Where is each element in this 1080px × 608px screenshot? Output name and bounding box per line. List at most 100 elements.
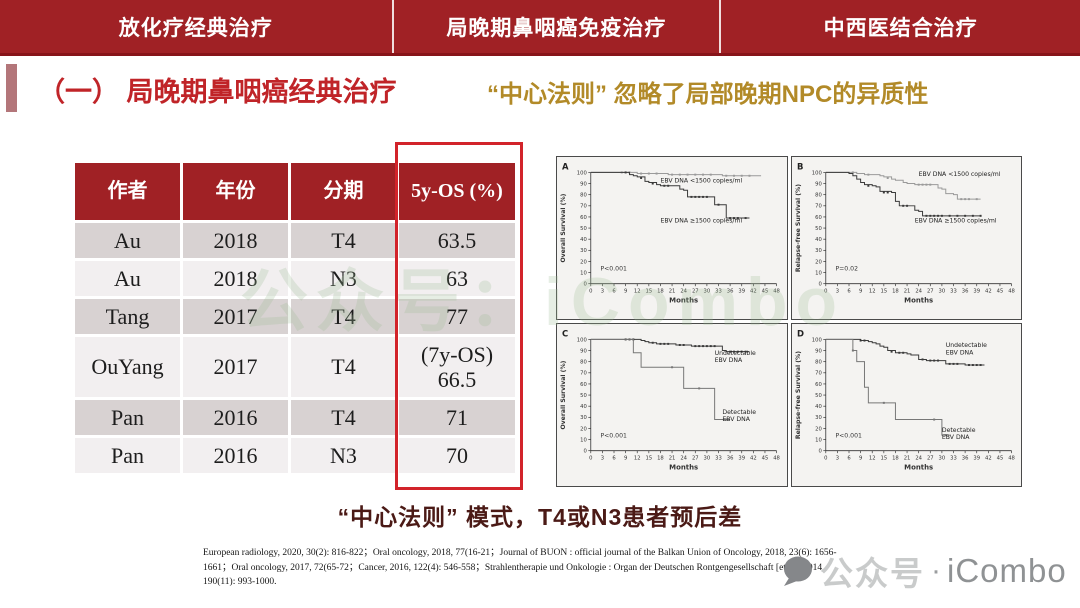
- svg-text:80: 80: [580, 360, 587, 366]
- table-cell: N3: [291, 261, 396, 296]
- svg-text:48: 48: [1008, 456, 1015, 462]
- svg-text:Overall Survival (%): Overall Survival (%): [560, 360, 567, 429]
- svg-text:Months: Months: [904, 464, 933, 472]
- column-header-5y-os: 5y-OS (%): [399, 163, 515, 220]
- svg-text:Overall Survival (%): Overall Survival (%): [560, 193, 567, 262]
- table-cell: 63.5: [399, 223, 515, 258]
- km-panel-a: A 0 10 20 30 40 50 60 70 80 90 100 0 3 6 9 12 15 18 21 24 27 3…: [556, 156, 788, 320]
- table-cell: 77: [399, 299, 515, 334]
- svg-text:42: 42: [984, 289, 991, 295]
- svg-text:39: 39: [973, 456, 980, 462]
- svg-text:45: 45: [996, 456, 1003, 462]
- svg-text:45: 45: [996, 289, 1003, 295]
- svg-text:0: 0: [818, 282, 821, 288]
- svg-text:40: 40: [815, 404, 822, 410]
- table-cell: 2018: [183, 261, 288, 296]
- svg-text:0: 0: [824, 456, 827, 462]
- svg-text:60: 60: [580, 382, 587, 388]
- table-cell: Au: [75, 223, 180, 258]
- table-cell: 2018: [183, 223, 288, 258]
- svg-text:30: 30: [580, 415, 587, 421]
- svg-text:27: 27: [926, 289, 933, 295]
- table-cell: 2017: [183, 299, 288, 334]
- svg-text:0: 0: [583, 449, 586, 455]
- tab-integrated-medicine[interactable]: 中西医结合治疗: [823, 16, 978, 40]
- svg-text:36: 36: [727, 289, 734, 295]
- svg-text:50: 50: [815, 393, 822, 399]
- table-cell: 70: [399, 438, 515, 473]
- table-cell: T4: [291, 400, 396, 435]
- table-cell: T4: [291, 337, 396, 397]
- study-results-table: 作者 年份 分期 5y-OS (%) Au 2018 T4 63.5 Au 20…: [75, 163, 515, 473]
- svg-text:30: 30: [815, 415, 822, 421]
- title-accent-bar: [6, 64, 17, 112]
- svg-text:30: 30: [580, 248, 587, 254]
- tab-classic-chemoradiotherapy[interactable]: 放化疗经典治疗: [118, 16, 273, 40]
- svg-text:0: 0: [818, 449, 821, 455]
- svg-text:36: 36: [961, 289, 968, 295]
- svg-text:EBV DNA <1500 copies/ml: EBV DNA <1500 copies/ml: [660, 177, 742, 184]
- column-header-stage: 分期: [291, 163, 396, 220]
- svg-text:24: 24: [680, 289, 687, 295]
- svg-text:90: 90: [580, 348, 587, 354]
- svg-text:39: 39: [738, 289, 745, 295]
- svg-text:30: 30: [704, 456, 711, 462]
- svg-text:80: 80: [580, 193, 587, 199]
- svg-text:9: 9: [858, 289, 861, 295]
- svg-text:60: 60: [815, 382, 822, 388]
- tab-immunotherapy[interactable]: 局晚期鼻咽癌免疫治疗: [446, 16, 667, 40]
- svg-text:15: 15: [645, 456, 652, 462]
- svg-text:70: 70: [815, 204, 822, 210]
- km-panel-b: B 0 10 20 30 40 50 60 70 80 90 100 0 3 6 9 12 15 18 21 24 27 3…: [790, 156, 1022, 320]
- svg-text:6: 6: [612, 289, 616, 295]
- table-cell: Pan: [75, 400, 180, 435]
- svg-text:EBV DNA <1500 copies/ml: EBV DNA <1500 copies/ml: [918, 171, 1000, 178]
- column-header-author: 作者: [75, 163, 180, 220]
- svg-text:20: 20: [815, 426, 822, 432]
- table-cell: 63: [399, 261, 515, 296]
- conclusion-caption: “中心法则” 模式，T4或N3患者预后差: [337, 504, 743, 530]
- svg-text:B: B: [796, 161, 802, 171]
- svg-text:18: 18: [657, 456, 664, 462]
- tab-separator: [719, 0, 722, 53]
- svg-text:33: 33: [950, 289, 957, 295]
- svg-text:15: 15: [880, 289, 887, 295]
- svg-text:42: 42: [750, 289, 757, 295]
- svg-text:40: 40: [580, 237, 587, 243]
- svg-text:Months: Months: [904, 297, 933, 305]
- svg-text:30: 30: [815, 248, 822, 254]
- svg-text:36: 36: [961, 456, 968, 462]
- table-cell: Au: [75, 261, 180, 296]
- svg-text:0: 0: [824, 289, 827, 295]
- svg-text:20: 20: [580, 259, 587, 265]
- table-cell: 71: [399, 400, 515, 435]
- svg-text:48: 48: [773, 289, 780, 295]
- svg-text:21: 21: [669, 456, 676, 462]
- svg-text:6: 6: [847, 289, 851, 295]
- reference-line: 1661；Oral oncology, 2017, 72(65-72；Cance…: [203, 562, 825, 573]
- svg-text:20: 20: [580, 426, 587, 432]
- svg-text:9: 9: [858, 456, 861, 462]
- svg-text:10: 10: [580, 437, 587, 443]
- svg-text:45: 45: [762, 456, 769, 462]
- reference-line: European radiology, 2020, 30(2): 816-822…: [203, 548, 837, 558]
- table-cell: 2016: [183, 400, 288, 435]
- svg-text:10: 10: [815, 270, 822, 276]
- svg-text:40: 40: [580, 404, 587, 410]
- svg-text:27: 27: [926, 456, 933, 462]
- table-cell: 2016: [183, 438, 288, 473]
- svg-text:30: 30: [704, 289, 711, 295]
- svg-text:30: 30: [938, 289, 945, 295]
- page-subtitle: “中心法则” 忽略了局部晚期NPC的异质性: [487, 81, 929, 108]
- svg-text:48: 48: [773, 456, 780, 462]
- svg-text:18: 18: [892, 456, 899, 462]
- svg-text:30: 30: [938, 456, 945, 462]
- svg-text:P=0.02: P=0.02: [835, 265, 858, 272]
- svg-text:70: 70: [580, 204, 587, 210]
- svg-text:15: 15: [880, 456, 887, 462]
